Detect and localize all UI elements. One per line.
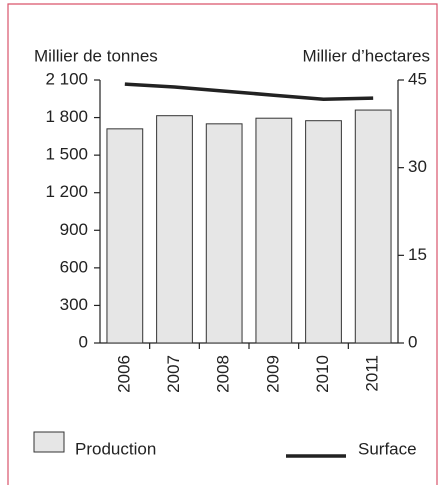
bar [255,117,293,344]
legend-label: Surface [358,439,417,458]
y-tick-label: 2 100 [45,69,88,88]
legend-label: Production [75,439,156,458]
bar [205,123,243,344]
bar [156,115,193,344]
y-tick-label: 300 [60,295,88,314]
x-tick-label: 2006 [114,355,133,393]
y-tick-label: 600 [60,257,88,276]
x-tick-label: 2011 [363,355,382,392]
legend-swatch [33,431,65,453]
y2-tick-label: 0 [408,332,417,351]
x-tick-label: 2008 [214,355,233,393]
y-tick-label: 1 800 [45,107,88,126]
y2-tick-label: 45 [408,69,427,88]
y-tick-label: 1 500 [45,145,88,164]
y-axis-title: Millier de tonnes [34,46,158,65]
y2-axis-title: Millier d’hectares [302,46,430,65]
y-tick-label: 900 [60,220,88,239]
y2-tick-label: 15 [408,245,427,264]
x-tick-label: 2010 [313,355,332,393]
bar [354,109,392,344]
bar [305,120,342,344]
x-tick-label: 2007 [164,355,183,393]
frame [7,3,438,485]
y-tick-label: 0 [79,332,88,351]
bar [106,128,144,344]
y2-tick-label: 30 [408,157,427,176]
y-tick-label: 1 200 [45,182,88,201]
x-tick-label: 2009 [263,355,282,393]
line [124,82,374,102]
